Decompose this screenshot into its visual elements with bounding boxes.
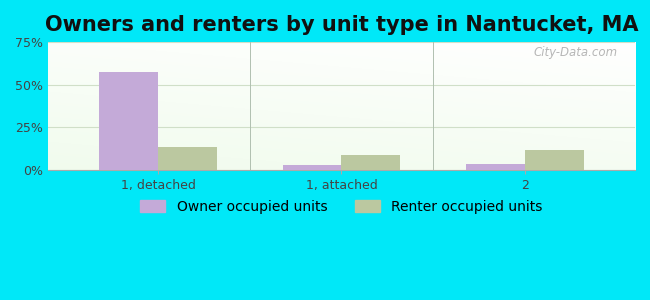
- Legend: Owner occupied units, Renter occupied units: Owner occupied units, Renter occupied un…: [140, 200, 543, 214]
- Text: City-Data.com: City-Data.com: [533, 46, 618, 59]
- Bar: [158, 148, 216, 169]
- Bar: [341, 155, 400, 169]
- Bar: [466, 164, 525, 169]
- Bar: [525, 150, 584, 170]
- Bar: [99, 72, 158, 170]
- Title: Owners and renters by unit type in Nantucket, MA: Owners and renters by unit type in Nantu…: [45, 15, 638, 35]
- Bar: [283, 165, 341, 169]
